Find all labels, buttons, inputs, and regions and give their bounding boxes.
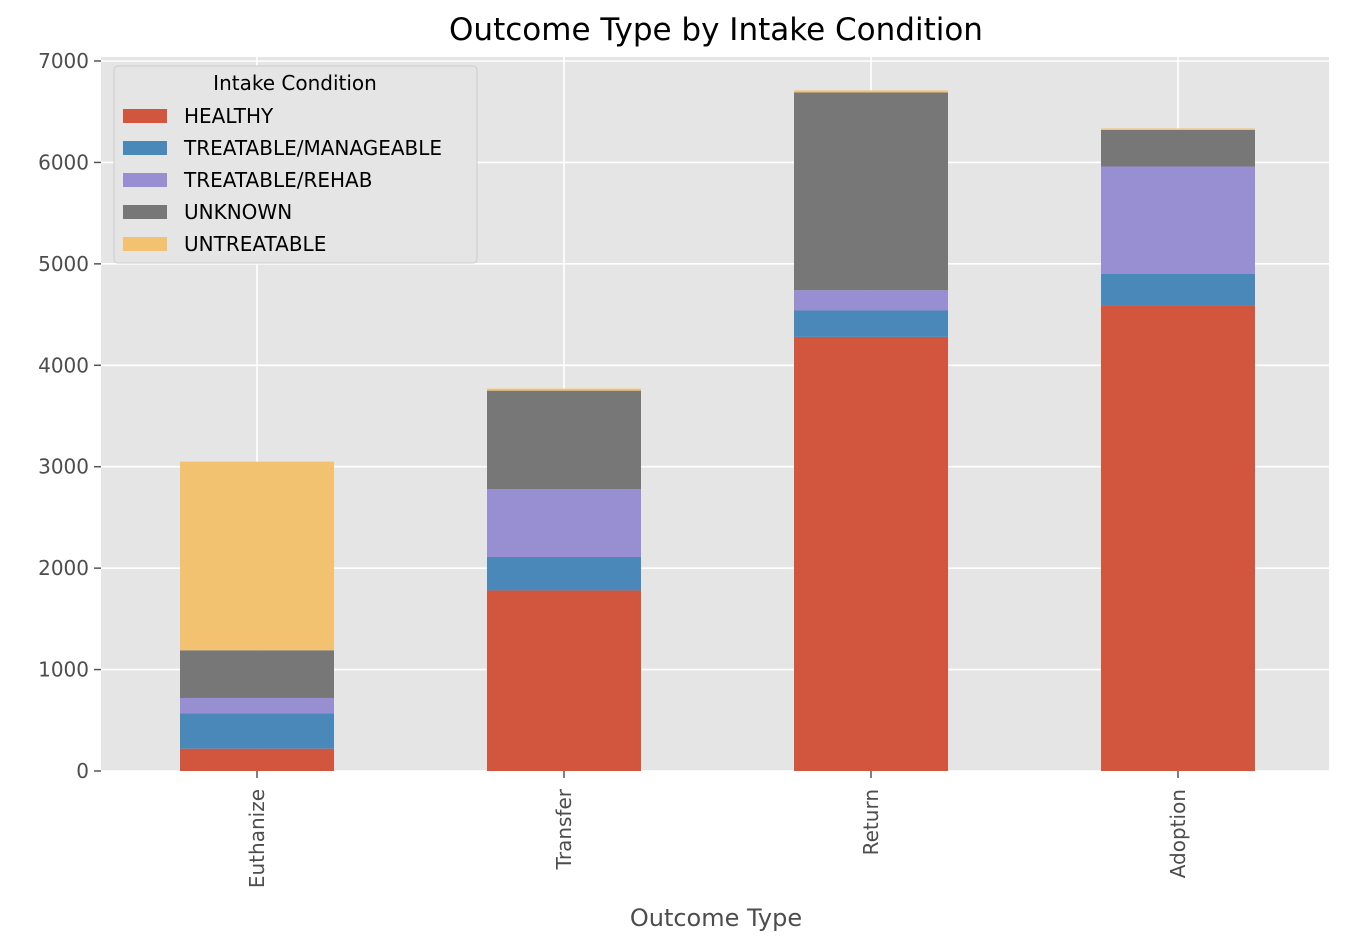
legend-swatch bbox=[123, 141, 167, 155]
legend-swatch bbox=[123, 205, 167, 219]
bar-adoption-treatable-rehab[interactable] bbox=[1101, 166, 1255, 274]
bar-euthanize-untreatable[interactable] bbox=[180, 461, 334, 651]
bar-transfer-untreatable[interactable] bbox=[487, 388, 641, 391]
x-tick-label: Return bbox=[859, 789, 883, 855]
x-tick-label: Euthanize bbox=[245, 789, 269, 888]
legend-swatch bbox=[123, 237, 167, 251]
bar-adoption-treatable-manageable[interactable] bbox=[1101, 274, 1255, 306]
bar-transfer-treatable-rehab[interactable] bbox=[487, 489, 641, 557]
legend-label: HEALTHY bbox=[184, 104, 274, 128]
y-tick-label: 6000 bbox=[38, 150, 89, 174]
y-tick-label: 3000 bbox=[38, 455, 89, 479]
bar-return-treatable-rehab[interactable] bbox=[794, 290, 948, 311]
y-tick-label: 2000 bbox=[38, 556, 89, 580]
y-tick-label: 0 bbox=[76, 759, 89, 783]
legend-label: UNKNOWN bbox=[184, 200, 292, 224]
bar-euthanize-treatable-rehab[interactable] bbox=[180, 697, 334, 714]
bar-euthanize-healthy[interactable] bbox=[180, 748, 334, 771]
y-tick-label: 5000 bbox=[38, 252, 89, 276]
x-tick-label: Transfer bbox=[552, 788, 576, 870]
chart-title: Outcome Type by Intake Condition bbox=[449, 12, 983, 48]
y-tick-label: 7000 bbox=[38, 49, 89, 73]
bar-transfer-treatable-manageable[interactable] bbox=[487, 556, 641, 591]
bars bbox=[180, 90, 1255, 771]
bar-return-healthy[interactable] bbox=[794, 336, 948, 771]
legend-swatch bbox=[123, 109, 167, 123]
bar-return-treatable-manageable[interactable] bbox=[794, 310, 948, 337]
x-tick-label: Adoption bbox=[1166, 789, 1190, 878]
legend-box bbox=[113, 65, 478, 264]
bar-euthanize-unknown[interactable] bbox=[180, 650, 334, 698]
bar-return-unknown[interactable] bbox=[794, 92, 948, 291]
legend-label: TREATABLE/REHAB bbox=[183, 168, 372, 192]
legend-title: Intake Condition bbox=[213, 71, 377, 95]
bar-adoption-unknown[interactable] bbox=[1101, 129, 1255, 167]
bar-adoption-untreatable[interactable] bbox=[1101, 128, 1255, 130]
bar-adoption-healthy[interactable] bbox=[1101, 305, 1255, 771]
legend-label: TREATABLE/MANAGEABLE bbox=[183, 136, 442, 160]
bar-return-untreatable[interactable] bbox=[794, 90, 948, 93]
y-tick-label: 1000 bbox=[38, 658, 89, 682]
bar-transfer-unknown[interactable] bbox=[487, 390, 641, 490]
legend-items: HEALTHY TREATABLE/MANAGEABLE TREATABLE/REH… bbox=[123, 104, 442, 256]
x-axis: Euthanize Transfer Return Adoption bbox=[245, 771, 1190, 888]
bar-transfer-healthy[interactable] bbox=[487, 590, 641, 771]
legend-label: UNTREATABLE bbox=[184, 232, 326, 256]
x-axis-label: Outcome Type bbox=[630, 904, 802, 932]
y-axis: 0 1000 2000 3000 4000 5000 6000 7000 bbox=[38, 49, 101, 783]
y-tick-label: 4000 bbox=[38, 353, 89, 377]
bar-euthanize-treatable-manageable[interactable] bbox=[180, 713, 334, 749]
legend[interactable]: Intake Condition HEALTHY TREATABLE/MANAGE… bbox=[113, 65, 478, 264]
legend-swatch bbox=[123, 173, 167, 187]
